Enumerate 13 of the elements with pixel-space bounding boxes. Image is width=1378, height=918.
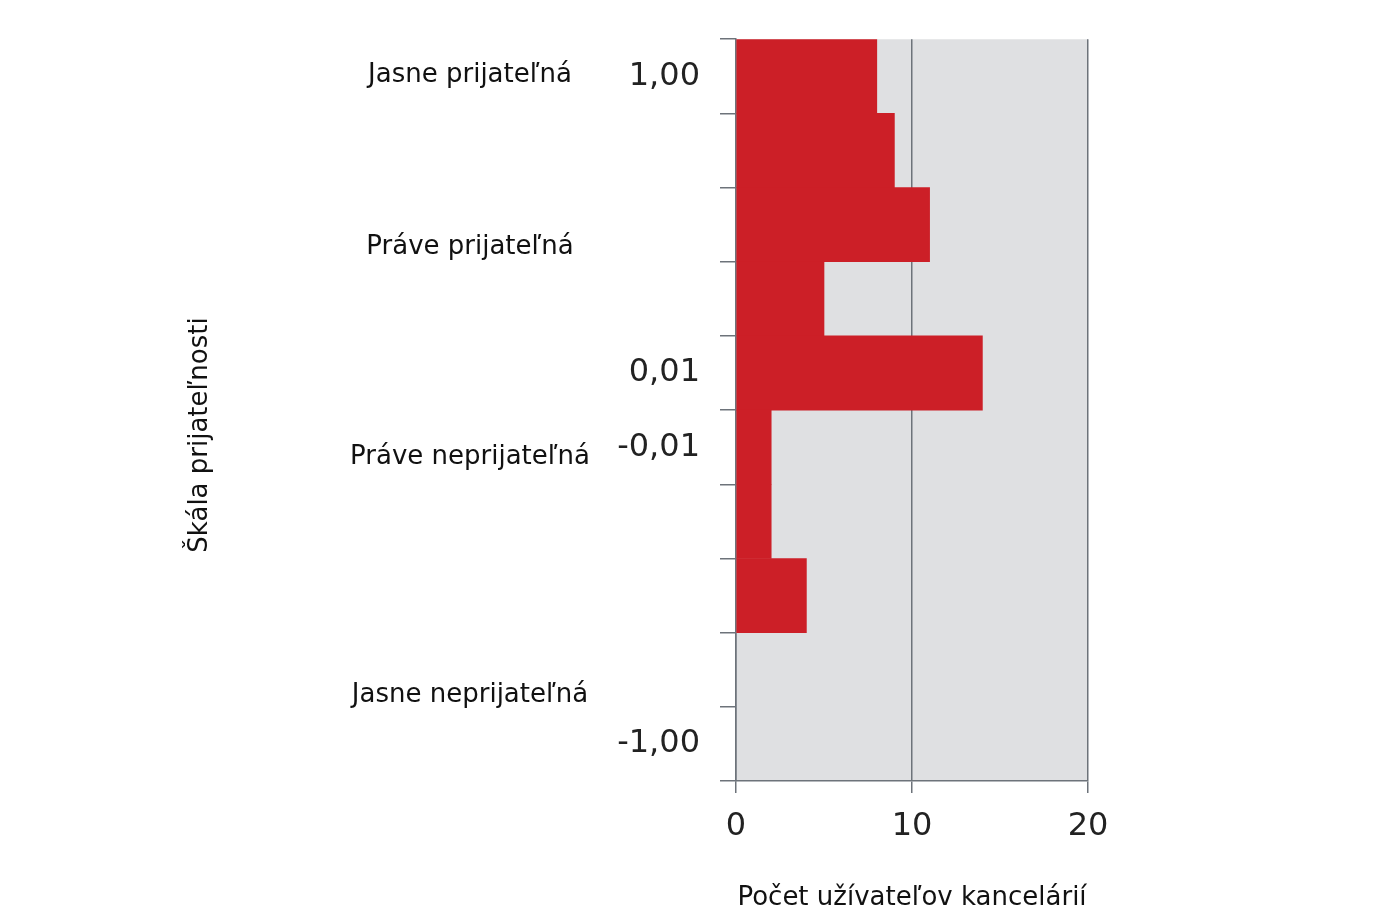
y-tick-label: -0,01: [617, 425, 700, 464]
text: Práve prijateľná: [366, 229, 574, 260]
x-axis-title: Počet užívateľov kancelárií: [737, 881, 1088, 912]
x-tick-label: 10: [891, 804, 933, 843]
y-tick-label: -1,00: [617, 722, 700, 761]
text: Škála prijateľnosti: [181, 317, 213, 553]
y-tick-label: 0,01: [628, 351, 700, 390]
text: Jasne neprijateľná: [349, 678, 589, 709]
x-tick-label: 0: [725, 804, 747, 843]
y-tick-label: 1,00: [628, 54, 700, 93]
text: Jasne prijateľná: [366, 57, 572, 88]
x-tick-label: 20: [1067, 804, 1109, 843]
text: Práve neprijateľná: [350, 439, 590, 470]
